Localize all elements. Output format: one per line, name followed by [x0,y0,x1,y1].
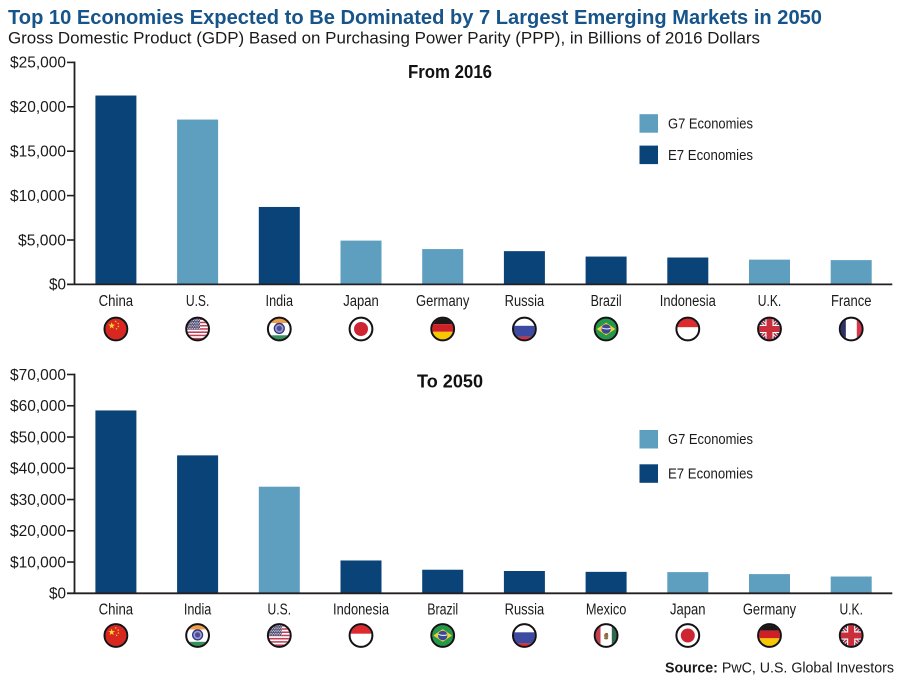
svg-text:G7 Economies: G7 Economies [668,431,753,448]
svg-text:$5,000: $5,000 [18,232,66,249]
svg-text:$25,000: $25,000 [10,55,66,72]
svg-text:Japan: Japan [343,293,379,310]
svg-text:Indonesia: Indonesia [333,602,389,619]
svg-text:G7 Economies: G7 Economies [668,115,753,132]
svg-text:Source: PwC, U.S. Global Inves: Source: PwC, U.S. Global Investors [665,660,894,677]
svg-text:To 2050: To 2050 [417,372,483,392]
svg-text:$10,000: $10,000 [10,554,66,571]
svg-text:Gross Domestic Product (GDP) B: Gross Domestic Product (GDP) Based on Pu… [8,29,760,48]
svg-text:U.K.: U.K. [758,293,782,310]
svg-text:$0: $0 [49,277,66,294]
svg-text:$70,000: $70,000 [10,367,66,384]
svg-text:China: China [99,602,134,619]
svg-text:Japan: Japan [670,602,706,619]
svg-text:U.S.: U.S. [268,602,292,619]
svg-text:Germany: Germany [416,293,470,310]
svg-text:Germany: Germany [743,602,797,619]
svg-text:France: France [831,293,872,310]
svg-text:U.K.: U.K. [839,602,863,619]
svg-text:Brazil: Brazil [427,602,458,619]
svg-text:China: China [99,293,134,310]
svg-text:$10,000: $10,000 [10,188,66,205]
svg-text:Brazil: Brazil [591,293,622,310]
svg-text:E7 Economies: E7 Economies [668,466,753,483]
svg-text:$50,000: $50,000 [10,429,66,446]
svg-text:Mexico: Mexico [586,602,627,619]
svg-text:$20,000: $20,000 [10,99,66,116]
svg-text:$60,000: $60,000 [10,398,66,415]
svg-text:India: India [266,293,294,310]
svg-text:Top 10 Economies Expected to B: Top 10 Economies Expected to Be Dominate… [8,7,822,29]
svg-text:India: India [184,602,212,619]
svg-text:U.S.: U.S. [186,293,210,310]
svg-text:$40,000: $40,000 [10,461,66,478]
svg-text:Russia: Russia [505,293,545,310]
svg-text:E7 Economies: E7 Economies [668,147,753,164]
svg-text:$30,000: $30,000 [10,492,66,509]
svg-text:$0: $0 [49,586,66,603]
svg-text:Indonesia: Indonesia [660,293,716,310]
svg-text:$20,000: $20,000 [10,523,66,540]
svg-text:From 2016: From 2016 [408,62,492,82]
svg-text:Russia: Russia [505,602,545,619]
svg-text:$15,000: $15,000 [10,144,66,161]
